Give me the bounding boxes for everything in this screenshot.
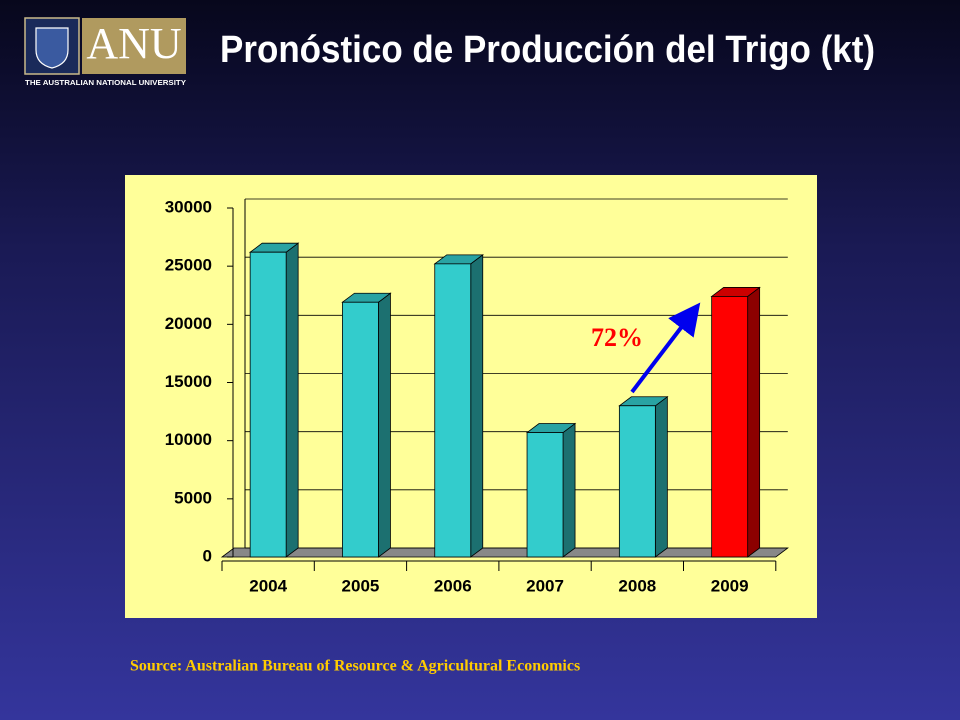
bar [249,251,287,558]
plot: 0 5000 10000 15000 20000 25000 30000 2004 2005 20… [165,197,789,595]
y-tick-label: 0 [203,546,212,565]
bar-side [562,422,576,558]
x-tick-label: 2008 [618,576,656,595]
logo-caption: THE AUSTRALIAN NATIONAL UNIVERSITY [25,78,186,87]
y-tick-label: 5000 [174,488,212,507]
x-tick-label: 2006 [434,576,472,595]
bar [618,405,656,558]
bar [434,263,472,558]
y-tick-label: 15000 [165,372,212,391]
x-tick-label: 2007 [526,576,564,595]
bar [711,296,749,558]
logo-mark: ANU [86,19,181,68]
x-tick-label: 2009 [711,576,749,595]
bar-side [285,242,299,558]
logo: ANU THE AUSTRALIAN NATIONAL UNIVERSITY [24,17,186,87]
bar-side [378,292,391,558]
y-tick-label: 10000 [165,430,212,449]
y-tick-label: 25000 [165,256,212,275]
y-tick-label: 20000 [165,314,212,333]
logo-box [82,18,186,74]
x-tick-label: 2004 [249,576,287,595]
slide-title: Pronóstico de Producción del Trigo (kt) [220,29,875,71]
bar-side [654,395,668,558]
bar-side [470,254,484,558]
annotation: 72% [591,323,643,352]
bar [342,301,379,558]
source: Source: Australian Bureau of Resource & … [130,658,580,675]
floor [220,547,789,558]
bar-side [747,286,761,558]
x-tick-label: 2005 [342,576,380,595]
bar [526,432,564,558]
y-tick-label: 30000 [165,197,212,216]
crest [35,27,69,69]
growth-arrow [630,302,701,394]
